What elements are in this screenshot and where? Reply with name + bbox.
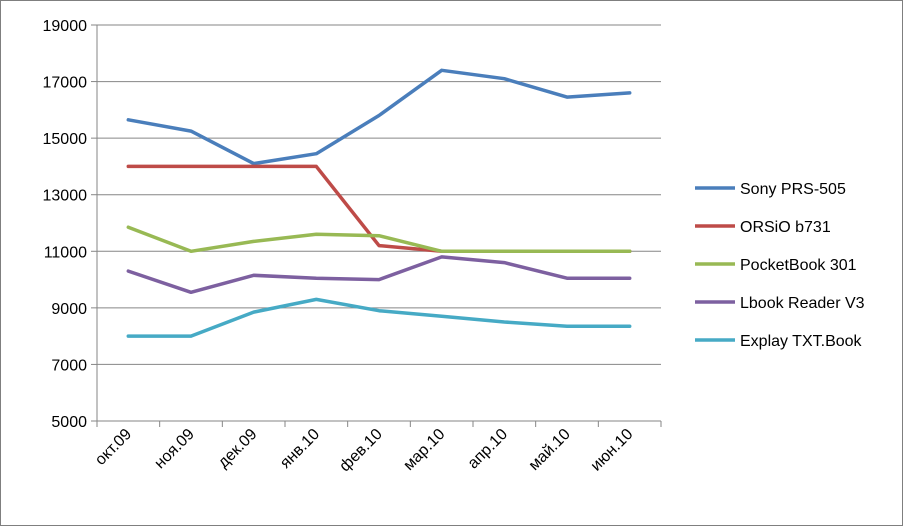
y-tick-label: 5000 [51, 414, 87, 431]
legend-label: Lbook Reader V3 [740, 295, 865, 312]
x-tick-label: фев.10 [336, 426, 385, 475]
y-tick-label: 11000 [44, 244, 87, 261]
legend: Sony PRS-505 ORSiO b731 PocketBook 301 Lboo… [695, 181, 865, 350]
x-tick-label: мар.10 [400, 426, 448, 474]
legend-label: Sony PRS-505 [740, 181, 846, 198]
x-tick-label: май.10 [526, 426, 574, 474]
x-tick-label: апр.10 [465, 426, 512, 473]
series-line [126, 225, 632, 254]
y-tick-label: 7000 [51, 357, 87, 374]
x-tick-label: июн.10 [588, 426, 637, 475]
y-tick-label: 9000 [51, 301, 87, 318]
x-tick-label: окт.09 [92, 426, 135, 469]
y-tick-label: 15000 [43, 131, 88, 148]
series-line [126, 297, 632, 338]
y-tick-label: 13000 [43, 188, 88, 205]
series-line [126, 164, 632, 254]
y-tick-label: 17000 [43, 75, 88, 92]
x-tick-label: дек.09 [215, 426, 261, 472]
series-line [126, 68, 632, 166]
y-tick-label: 19000 [43, 18, 88, 35]
legend-label: Explay TXT.Book [740, 333, 863, 350]
series-line [126, 255, 632, 295]
axes: 5000 7000 9000 11000 13000 15000 17000 19000 окт… [43, 18, 662, 475]
series-lines [126, 68, 632, 338]
legend-label: PocketBook 301 [740, 257, 857, 274]
legend-label: ORSiO b731 [740, 219, 831, 236]
gridlines [97, 24, 661, 365]
x-tick-label: ноя.09 [151, 426, 197, 472]
x-tick-label: янв.10 [277, 426, 323, 472]
